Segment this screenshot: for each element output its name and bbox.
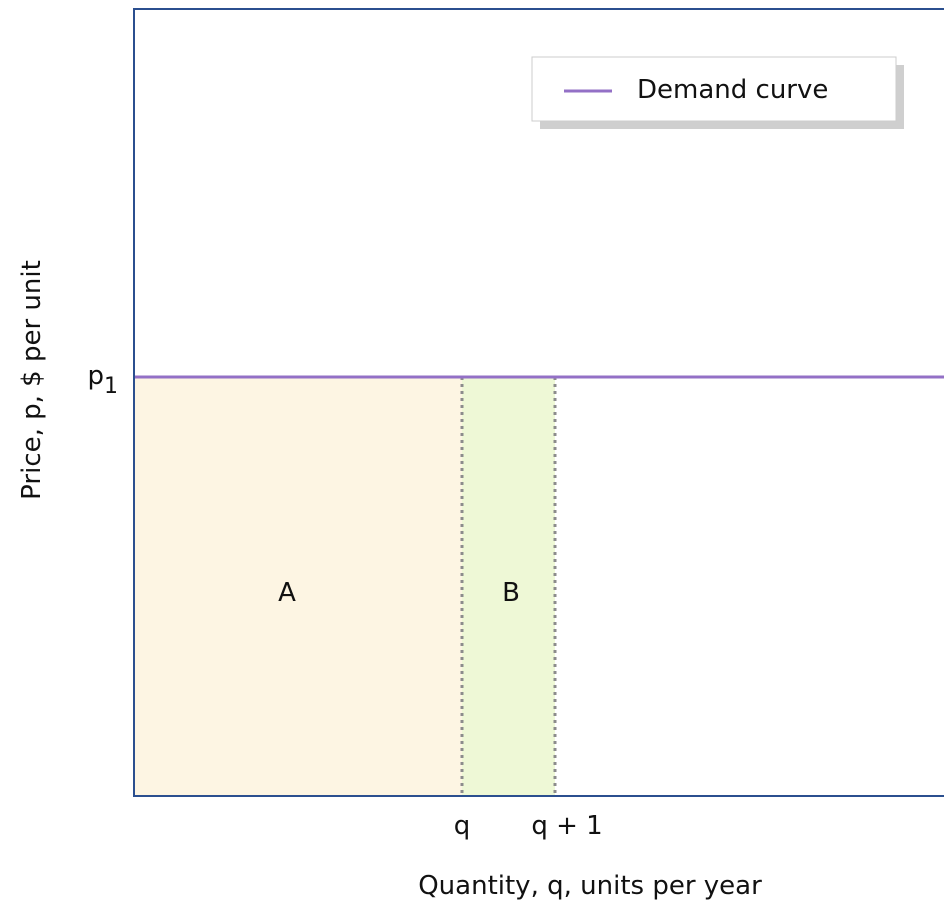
y-tick-subscript: 1 bbox=[104, 374, 118, 399]
x-tick-q: q bbox=[454, 811, 471, 841]
area-b bbox=[462, 377, 555, 796]
y-axis-label: Price, p, $ per unit bbox=[17, 260, 47, 500]
legend: Demand curve bbox=[531, 56, 904, 129]
x-tick-q-plus-one: q + 1 bbox=[531, 811, 602, 841]
area-a bbox=[134, 377, 462, 796]
y-tick-base: p bbox=[87, 361, 104, 391]
plot-frame bbox=[133, 8, 944, 797]
legend-box bbox=[531, 56, 897, 122]
x-axis-label: Quantity, q, units per year bbox=[418, 871, 762, 901]
y-tick-p1: p1 bbox=[87, 361, 118, 399]
area-b-label: B bbox=[502, 578, 520, 608]
legend-label: Demand curve bbox=[637, 75, 828, 105]
area-a-label: A bbox=[278, 578, 296, 608]
